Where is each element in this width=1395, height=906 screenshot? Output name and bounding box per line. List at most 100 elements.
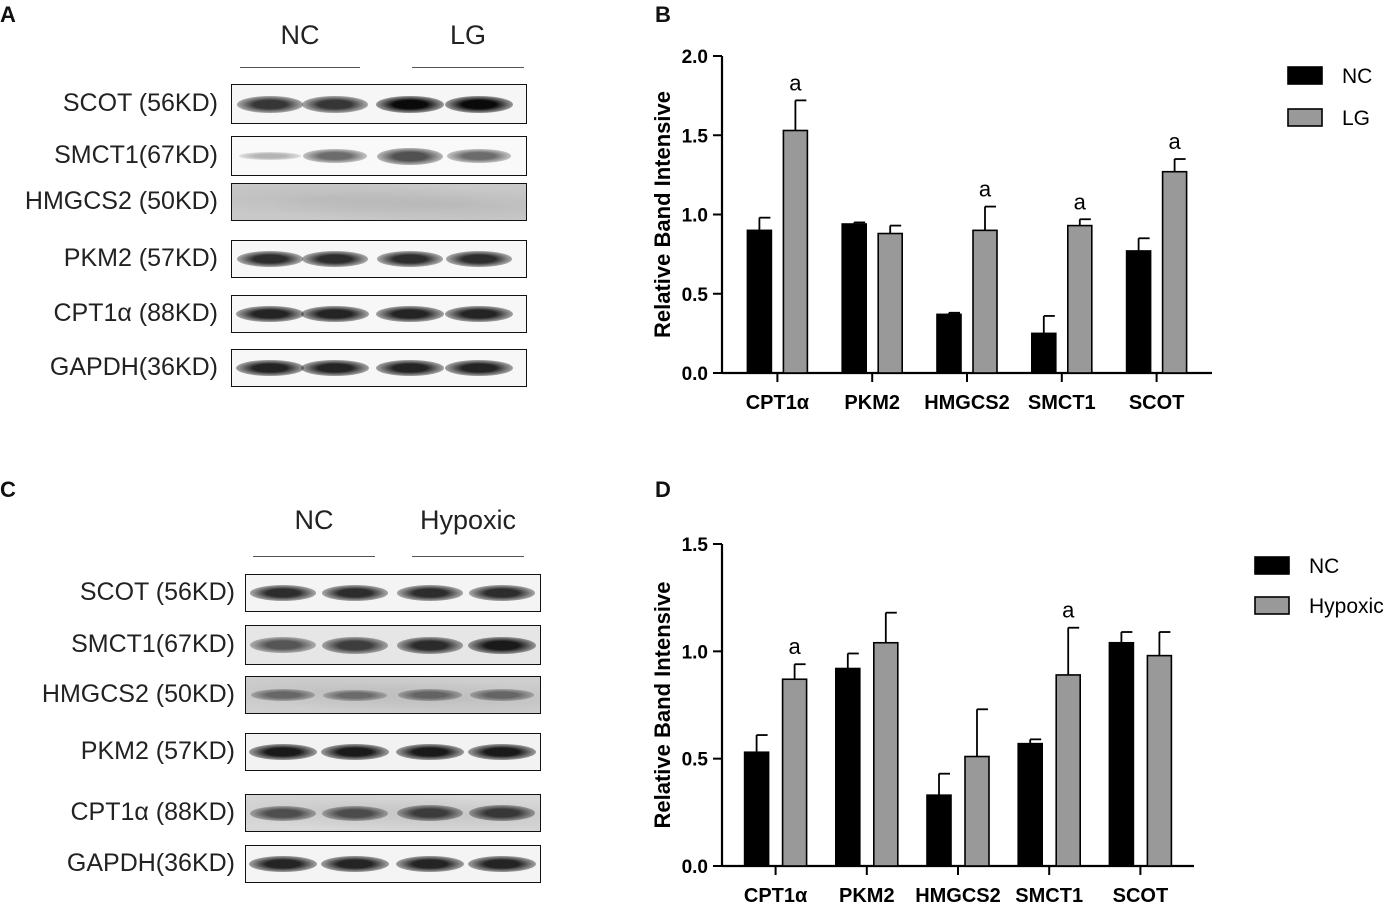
bar: [1031, 332, 1057, 374]
x-tick-label: PKM2: [839, 885, 895, 906]
blot-row-label: HMGCS2 (50KD): [41, 680, 235, 708]
y-tick-label: 1.5: [682, 126, 709, 147]
bar: [877, 232, 904, 374]
y-tick-label: 1.0: [682, 642, 708, 663]
significance-mark: a: [1168, 129, 1181, 154]
blot-band: [302, 149, 368, 163]
blot-row-label: CPT1α (88KD): [70, 798, 236, 826]
blot-band: [249, 744, 317, 760]
blot-strip: [245, 676, 541, 714]
blot-band: [396, 744, 464, 760]
blot-band: [301, 95, 369, 113]
bar: [1161, 170, 1188, 374]
blot-strip: [231, 84, 527, 124]
blot-band: [250, 637, 316, 653]
blot-row-label: SCOT (56KD): [79, 578, 235, 606]
y-tick-label: 1.5: [682, 535, 709, 556]
blot-group-line: [240, 67, 360, 69]
blot-band: [396, 636, 464, 654]
bar: [1055, 674, 1081, 867]
blot-band: [376, 251, 444, 267]
blot-band: [301, 306, 369, 322]
blot-strip: [245, 845, 541, 883]
blot-row-label: PKM2 (57KD): [63, 244, 218, 272]
blot-row-label: CPT1α (88KD): [53, 299, 219, 327]
blot-strip: [231, 349, 527, 387]
x-tick-label: SCOT: [1129, 392, 1185, 414]
panel-b-letter: B: [655, 2, 671, 27]
bar: [1067, 224, 1093, 374]
blot-band: [376, 306, 444, 322]
blot-band: [321, 585, 389, 601]
y-tick-label: 0.0: [682, 364, 708, 385]
blot-strip: [245, 733, 541, 771]
bar: [782, 129, 809, 374]
blot-group-label: Hypoxic: [419, 505, 517, 535]
blot-group-label: LG: [449, 20, 487, 50]
y-tick-label: 0.0: [682, 857, 708, 878]
blot-band: [468, 636, 536, 654]
blot-band: [468, 585, 536, 601]
significance-mark: a: [788, 634, 801, 659]
blot-band: [250, 689, 316, 701]
y-tick-label: 0.5: [682, 285, 709, 306]
bar: [972, 229, 998, 374]
y-tick-label: 0.5: [682, 750, 709, 771]
blot-band: [446, 149, 512, 163]
legend-swatch: [1254, 556, 1290, 575]
blot-row-label: SMCT1(67KD): [71, 630, 235, 658]
significance-mark: a: [979, 177, 992, 202]
panel-c-letter: C: [0, 477, 16, 502]
bar: [1108, 641, 1135, 867]
bar: [746, 229, 773, 374]
blot-band: [323, 689, 387, 701]
panel-d-letter: D: [655, 477, 671, 502]
blot-band: [376, 95, 444, 113]
blot-band: [396, 856, 464, 872]
blot-row-label: GAPDH(36KD): [66, 849, 235, 877]
x-tick-label: HMGCS2: [915, 885, 1001, 906]
blot-group-line: [253, 556, 375, 558]
legend-label: Hypoxic: [1309, 595, 1384, 618]
x-tick-label: SMCT1: [1015, 885, 1083, 906]
x-tick-label: HMGCS2: [924, 392, 1010, 414]
blot-band: [397, 689, 463, 701]
blot-strip: [245, 794, 541, 832]
legend-label: NC: [1342, 65, 1372, 88]
bar: [743, 751, 770, 867]
blot-band: [376, 360, 444, 376]
blot-row-label: GAPDH(36KD): [49, 353, 218, 381]
blot-band: [468, 744, 536, 760]
bar: [1017, 742, 1044, 867]
blot-band: [321, 636, 389, 654]
blot-row-label: SCOT (56KD): [62, 89, 218, 117]
panel-a-letter: A: [0, 2, 16, 27]
x-tick-label: SMCT1: [1028, 392, 1096, 414]
blot-band: [236, 306, 304, 322]
blot-band: [249, 585, 317, 601]
x-tick-label: PKM2: [844, 392, 900, 414]
bar: [1125, 250, 1152, 374]
blot-band: [250, 805, 316, 821]
blot-band: [238, 152, 302, 160]
y-tick-label: 1.0: [682, 206, 708, 227]
blot-band: [301, 360, 369, 376]
legend-label: NC: [1309, 555, 1339, 578]
blot-band: [236, 95, 304, 113]
bar: [872, 641, 899, 867]
blot-strip: [231, 183, 527, 221]
blot-band: [396, 585, 464, 601]
blot-band: [236, 360, 304, 376]
legend-swatch: [1254, 596, 1290, 615]
bar: [964, 755, 990, 867]
y-axis-label: Relative Band Intensive: [650, 91, 675, 338]
bar: [1146, 654, 1173, 867]
legend-swatch: [1287, 66, 1323, 85]
blot-group-label: NC: [294, 505, 334, 535]
blot-strip: [231, 136, 527, 176]
bar: [834, 667, 861, 867]
blot-strip: [245, 625, 541, 665]
blot-band: [236, 251, 304, 267]
